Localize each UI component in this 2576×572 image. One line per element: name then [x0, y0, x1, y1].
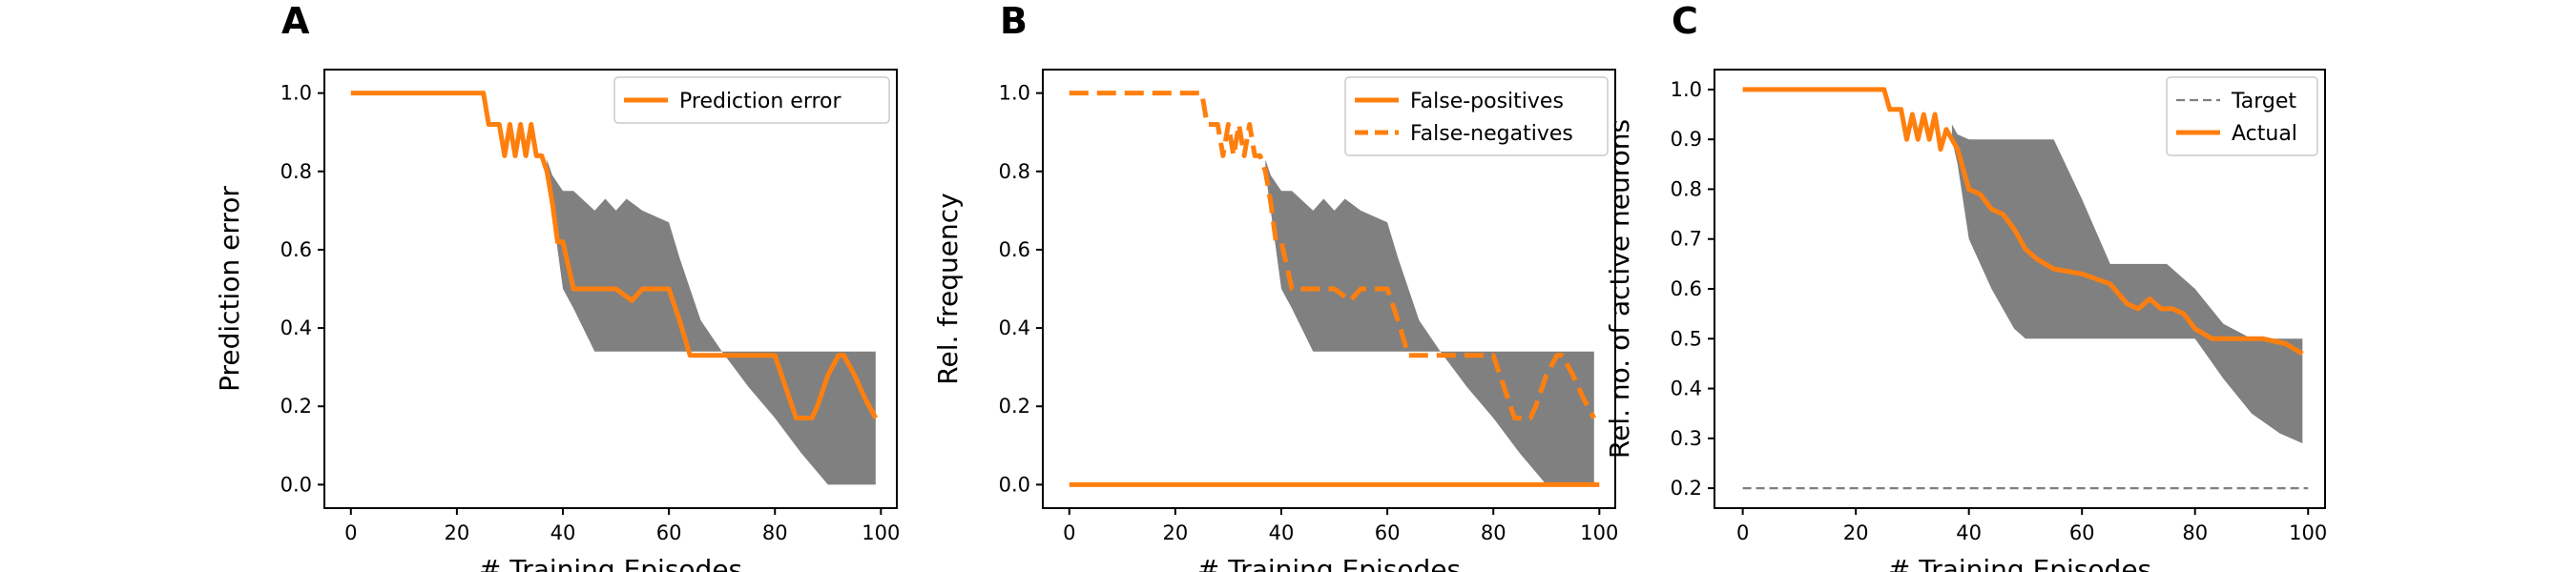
y-tick-label: 0.3 [1671, 427, 1702, 450]
y-tick-label: 0.2 [1671, 477, 1702, 500]
y-tick-label: 0.2 [999, 395, 1030, 418]
panel-letter: C [1672, 0, 1698, 42]
x-tick-label: 100 [1580, 521, 1618, 544]
y-tick-label: 1.0 [999, 82, 1030, 105]
panel-c: C 0 20 40 60 80 100 0.2 0.3 0.4 0.5 0.6 0.7 0.8 0.9 1.0… [1604, 0, 2327, 572]
legend-label: Actual [2232, 122, 2297, 146]
x-axis-label: # Training Episodes [1888, 554, 2151, 572]
y-tick-label: 0.0 [999, 473, 1030, 496]
panel-letter: B [1000, 0, 1028, 42]
legend-label: False-positives [1410, 90, 1564, 113]
y-tick-label: 0.8 [999, 160, 1030, 183]
series-line-prediction-error [350, 91, 878, 420]
axes-frame [1042, 69, 1616, 509]
x-tick-label: 20 [1843, 521, 1869, 544]
x-tick-label: 0 [1736, 521, 1749, 544]
y-tick-label: 0.7 [1671, 228, 1702, 251]
x-tick-label: 80 [1481, 521, 1506, 544]
x-tick-label: 100 [2289, 521, 2327, 544]
legend-box [2166, 76, 2318, 156]
y-tick-label: 0.4 [999, 317, 1030, 339]
y-tick-label: 0.6 [1671, 277, 1702, 300]
panel-b: B 0 20 40 60 80 100 0.0 0.2 0.4 0.6 0.8 1.0 # Trainin… [932, 0, 1618, 572]
x-tick-label: 20 [445, 521, 470, 544]
x-tick-label: 40 [1269, 521, 1295, 544]
axes-frame [323, 69, 898, 509]
series-line-actual [1742, 87, 2304, 357]
x-tick-label: 40 [1956, 521, 1982, 544]
legend-label: False-negatives [1410, 122, 1573, 146]
y-axis-label: Rel. no. of active neurons [1604, 119, 1635, 459]
legend-box [613, 76, 890, 124]
x-tick-label: 60 [2069, 521, 2095, 544]
series-line-false-negatives [1069, 91, 1596, 420]
y-tick-label: 0.6 [999, 238, 1030, 261]
legend: Target Actual [2166, 76, 2318, 156]
x-axis-label: # Training Episodes [1197, 554, 1461, 572]
variance-band [1951, 124, 2303, 443]
x-tick-label: 20 [1163, 521, 1189, 544]
y-tick-label: 0.9 [1671, 128, 1702, 151]
legend-label: Prediction error [679, 90, 841, 113]
panel-a: A 0 20 40 60 80 100 0.0 0.2 0.4 0.6 0.8 1.0 # Trainin… [214, 0, 900, 572]
legend-label: Target [2231, 90, 2296, 113]
x-tick-label: 0 [1063, 521, 1075, 544]
y-tick-label: 0.4 [280, 317, 312, 339]
y-tick-label: 0.2 [280, 395, 312, 418]
panels: A 0 20 40 60 80 100 0.0 0.2 0.4 0.6 0.8 1.0 # Trainin… [214, 0, 2327, 572]
panel-letter: A [281, 0, 310, 42]
variance-band [547, 159, 876, 485]
legend: False-positives False-negatives [1344, 76, 1609, 156]
x-tick-label: 0 [344, 521, 357, 544]
y-tick-label: 1.0 [1671, 78, 1702, 101]
y-tick-label: 1.0 [280, 82, 312, 105]
y-tick-label: 0.4 [1671, 378, 1702, 400]
legend: Prediction error [613, 76, 890, 124]
y-tick-label: 0.5 [1671, 327, 1702, 350]
x-tick-label: 100 [862, 521, 900, 544]
x-tick-label: 80 [762, 521, 788, 544]
variance-band [1265, 159, 1594, 485]
x-tick-label: 60 [656, 521, 682, 544]
y-tick-label: 0.8 [280, 160, 312, 183]
x-tick-label: 60 [1375, 521, 1401, 544]
y-axis-label: Rel. frequency [932, 193, 964, 384]
y-axis-label: Prediction error [214, 186, 245, 392]
x-axis-label: # Training Episodes [479, 554, 742, 572]
x-tick-label: 80 [2182, 521, 2208, 544]
x-tick-label: 40 [551, 521, 576, 544]
y-tick-label: 0.6 [280, 238, 312, 261]
y-tick-label: 0.8 [1671, 177, 1702, 200]
legend-box [1344, 76, 1609, 156]
y-tick-label: 0.0 [280, 473, 312, 496]
